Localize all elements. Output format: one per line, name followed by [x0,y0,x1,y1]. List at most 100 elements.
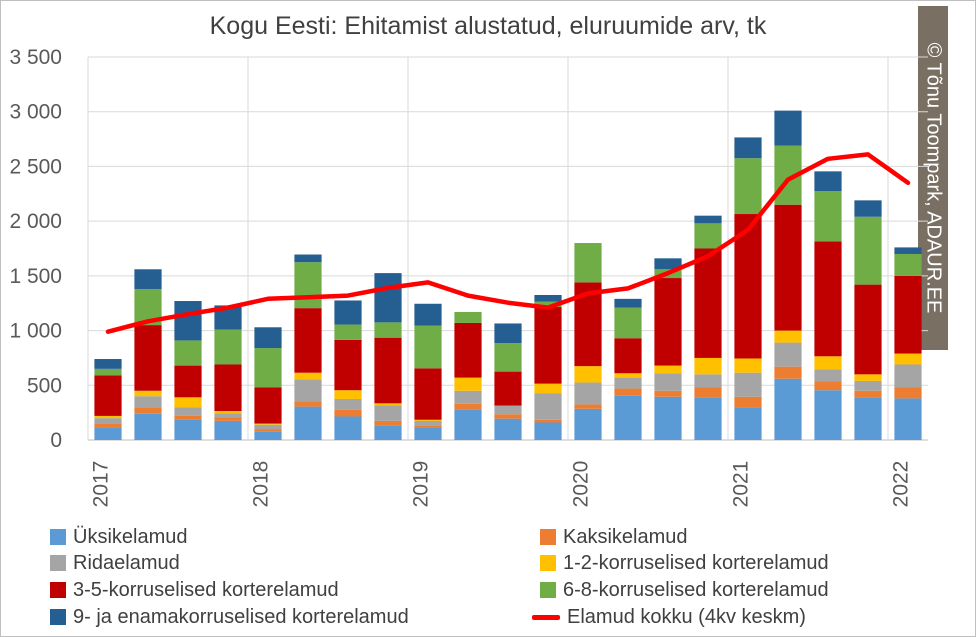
bar-segment [814,369,842,382]
bar-segment [334,324,362,340]
bar-segment [294,262,322,309]
y-tick-label: 1 500 [9,265,62,288]
bar-segment [614,338,642,374]
bar-segment [414,419,442,421]
bar-segment [414,427,442,440]
bar-segment [294,254,322,263]
bar-segment [214,417,242,421]
bar-segment [374,420,402,426]
bar-segment [814,191,842,242]
average-line [105,152,911,334]
bar-segment [174,407,202,416]
x-axis-ticks: 2017 2018 2019 2020 2021 2022 [90,461,913,508]
bar-segment [94,375,122,416]
bar-segment [174,419,202,440]
bar-segment [414,325,442,369]
bar-segment [294,372,322,380]
legend-item-3-5-korruselised: 3-5-korruselised korterelamud [50,578,339,602]
bar-segment [334,339,362,391]
bar-segment [494,405,522,415]
bar-segment [854,284,882,375]
bar-segment [374,405,402,421]
bar-segment [854,216,882,285]
bar-segment [174,365,202,398]
bar-segment [854,397,882,440]
bar-segment [694,387,722,398]
bar-segment [414,420,442,426]
bar-segment [814,381,842,391]
bar-segment [94,423,122,428]
bar-segment [654,373,682,391]
bar-segment [774,204,802,331]
legend-swatch [50,582,66,598]
bar-segment [574,408,602,440]
bar-segment [374,273,402,323]
bar-segment [894,247,922,254]
bar-segment [374,403,402,406]
y-tick-label: 0 [50,429,62,452]
bar-segment [454,403,482,410]
bar-segment [134,396,162,408]
bar-segment [214,420,242,440]
bar-segment [694,215,722,224]
bar-segment [454,409,482,440]
bar-segment [134,390,162,397]
bar-segment [854,374,882,381]
bar-segment [614,307,642,339]
x-tick-label: 2017 [90,461,113,508]
bar-segment [94,368,122,376]
bar-segment [614,388,642,396]
bar-segment [694,357,722,375]
bar-segment [574,366,602,383]
bar-segment [454,390,482,404]
bar-segment [94,427,122,440]
bar-segment [134,325,162,391]
legend-item-6-8-korruselised: 6-8-korruselised korterelamud [540,578,829,602]
y-tick-label: 500 [27,374,62,397]
y-axis-ticks: 0 500 1 000 1 500 2 000 2 500 3 000 3 500 [9,46,62,452]
bar-segment [254,429,282,432]
bar-segment [534,422,562,440]
bar-segment [134,413,162,440]
bar-segment [334,300,362,325]
bar-segment [214,413,242,418]
bar-segment [334,416,362,440]
year-gridlines [87,57,889,440]
bar-segment [734,372,762,397]
bar-segment [774,110,802,146]
bar-segment [94,359,122,369]
bar-segment [294,401,322,407]
bar-segment [254,387,282,424]
bar-segment [774,330,802,343]
bar-segment [494,418,522,440]
y-tick-label: 3 500 [9,46,62,69]
bar-segment [894,364,922,388]
bar-segment [814,241,842,357]
legend-label: 6-8-korruselised korterelamud [563,578,829,601]
y-tick-label: 2 000 [9,210,62,233]
bar-segment [894,353,922,365]
legend: Üksikelamud Kaksikelamud Ridaelamud 1-2-… [0,522,976,634]
legend-swatch [50,555,66,571]
legend-item-1-2-korruselised: 1-2-korruselised korterelamud [540,551,829,575]
bar-segment [734,358,762,373]
bar-segment [574,243,602,283]
legend-label: Üksikelamud [73,525,188,548]
bar-segment [814,356,842,370]
x-tick-label: 2019 [410,461,433,508]
bar-segment [894,387,922,399]
bar-segment [694,397,722,440]
legend-label: 3-5-korruselised korterelamud [73,578,339,601]
bar-segment [894,275,922,354]
bars [94,110,922,440]
bar-segment [694,374,722,388]
x-tick-label: 2021 [730,461,753,508]
bar-segment [174,340,202,366]
bar-segment [174,397,202,408]
bar-segment [654,365,682,374]
bar-segment [774,366,802,379]
bar-segment [614,298,642,308]
bar-segment [654,278,682,366]
legend-swatch-line [532,614,560,620]
bar-segment [134,269,162,289]
